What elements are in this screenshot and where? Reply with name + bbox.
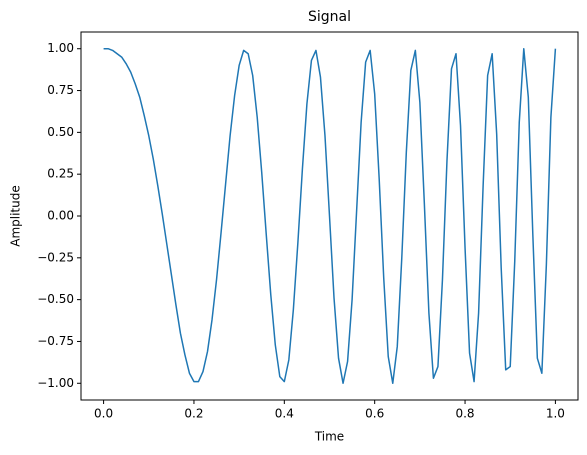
chart-title: Signal <box>308 9 351 25</box>
y-tick-label: 0.25 <box>47 167 74 181</box>
x-tick-label: 0.0 <box>94 407 113 421</box>
line-series <box>103 47 557 385</box>
y-tick-label: −0.25 <box>37 250 74 264</box>
x-tick-label: 0.8 <box>455 407 474 421</box>
y-tick-label: 0.00 <box>47 209 74 223</box>
x-tick-label: 0.6 <box>365 407 384 421</box>
y-tick-label: 0.50 <box>47 125 74 139</box>
y-tick-label: 0.75 <box>47 83 74 97</box>
y-tick-label: −0.75 <box>37 334 74 348</box>
x-tick-label: 0.2 <box>184 407 203 421</box>
y-axis-label: Amplitude <box>9 185 23 247</box>
x-tick-label: 0.4 <box>275 407 294 421</box>
y-tick-label: 1.00 <box>47 41 74 55</box>
x-tick-label: 1.0 <box>546 407 565 421</box>
x-axis-label: Time <box>314 430 344 444</box>
y-tick-label: −0.50 <box>37 292 74 306</box>
y-tick-label: −1.00 <box>37 376 74 390</box>
